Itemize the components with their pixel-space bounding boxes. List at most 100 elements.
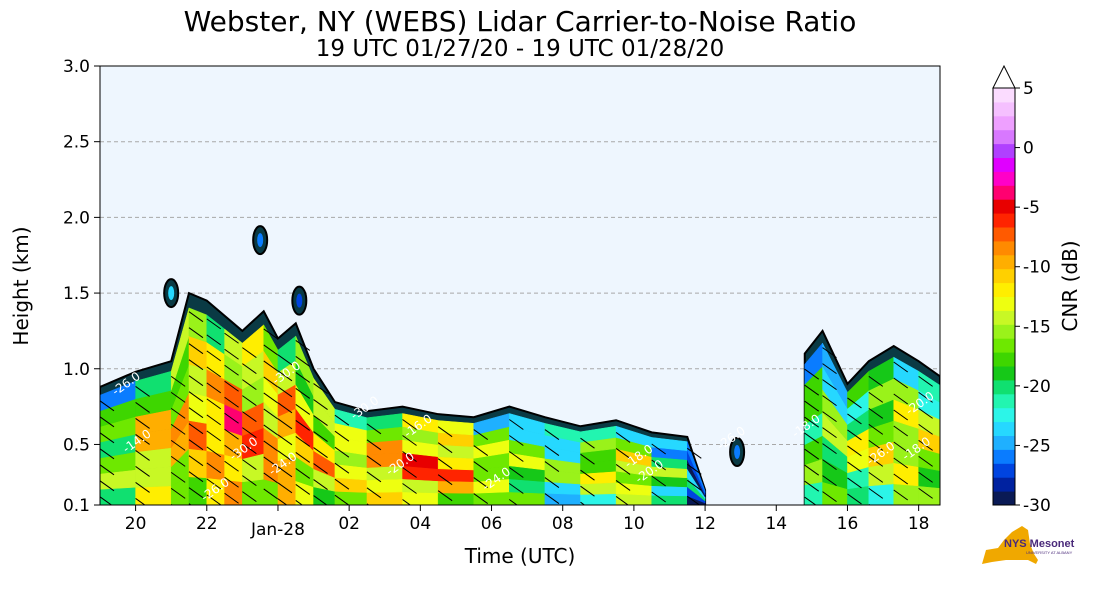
contour-line — [224, 332, 239, 344]
contour-line — [295, 436, 311, 447]
y-tick-label: 2.5 — [63, 133, 90, 153]
contour-line — [893, 409, 909, 421]
colorbar-tick-label: -20 — [1023, 377, 1051, 397]
colorbar-swatch — [993, 185, 1015, 200]
contour-line — [135, 434, 150, 445]
contour-line — [188, 487, 204, 499]
plume-main-cell — [687, 441, 706, 494]
colorbar-swatch — [993, 254, 1015, 270]
contour-line — [893, 473, 909, 485]
contour-line — [651, 491, 666, 503]
contour-line — [868, 407, 884, 419]
y-axis-label: Height (km) — [9, 226, 33, 345]
contour-line — [313, 399, 328, 410]
contour-line — [918, 487, 933, 499]
contour-line — [242, 347, 257, 359]
contour-line — [277, 482, 293, 494]
contour-line — [100, 464, 115, 476]
contour-line — [868, 423, 884, 435]
contour-line — [918, 407, 933, 419]
colorbar-swatch — [993, 449, 1015, 464]
plume-afternoon-cell — [918, 389, 940, 420]
plume-main-cell — [544, 493, 581, 505]
contour-line — [100, 448, 115, 460]
contour-line — [366, 487, 382, 499]
contour-line — [135, 402, 150, 413]
plume-main-cell — [366, 478, 403, 493]
contour-line — [509, 451, 524, 462]
contour-line — [366, 423, 382, 435]
colorbar-swatch — [993, 338, 1015, 353]
x-tick-label: Jan-28 — [250, 520, 305, 540]
colorbar-swatch — [993, 366, 1015, 381]
contour-line — [651, 459, 666, 471]
contour-line — [437, 458, 453, 470]
contour-line — [295, 468, 311, 479]
plume-main-cell — [366, 491, 403, 505]
colorbar-swatch — [993, 491, 1015, 506]
colorbar-swatch — [993, 199, 1015, 214]
contour-line — [868, 375, 884, 387]
contour-line — [277, 402, 293, 414]
contour-line — [242, 411, 257, 423]
contour-line — [847, 413, 862, 425]
contour-line — [135, 450, 150, 461]
colorbar-tick-label: -15 — [1023, 317, 1051, 337]
contour-line — [313, 495, 328, 505]
contour-line — [918, 423, 933, 435]
axes: 0.1 0.5 1.0 1.5 2.0 2.5 3.0 20 22 Jan-28 02 04 06 08 1… — [63, 57, 930, 540]
contour-line — [295, 388, 311, 399]
plume-afternoon-cell — [893, 483, 919, 505]
y-tick-label: 1.0 — [63, 360, 90, 380]
contour-line — [295, 500, 304, 505]
contour-line — [188, 343, 204, 355]
contour-line — [277, 418, 293, 430]
colorbar-swatch — [993, 310, 1015, 325]
contour-line — [188, 455, 204, 467]
contour-line — [100, 400, 115, 412]
colorbar-swatch — [993, 157, 1015, 172]
colorbar-swatch — [993, 407, 1015, 423]
contour-line — [822, 491, 837, 503]
contour-line — [580, 501, 586, 505]
contour-line — [206, 446, 222, 458]
contour-line — [615, 464, 631, 475]
contour-line — [893, 425, 909, 437]
contour-line — [224, 364, 239, 376]
x-tick-label: 02 — [338, 514, 360, 534]
contour-line — [366, 471, 382, 483]
logo-text: NYS Mesonet — [1004, 538, 1075, 550]
contour-line — [544, 445, 560, 456]
colorbar-swatch — [993, 171, 1015, 186]
contour-line — [170, 471, 186, 483]
colorbar-swatch — [993, 477, 1015, 492]
contour-line — [170, 423, 186, 435]
contour-line — [188, 407, 204, 419]
contour-line — [544, 429, 560, 440]
contour-line — [188, 439, 204, 451]
contour-line — [544, 493, 560, 504]
nys-mesonet-logo: NYS Mesonet UNIVERSITY AT ALBANY — [982, 526, 1075, 564]
contour-line — [224, 396, 239, 408]
contour-line — [100, 480, 115, 492]
contour-line — [170, 455, 186, 467]
contour-line — [893, 393, 909, 405]
colorbar-swatch — [993, 101, 1015, 117]
contour-line — [206, 398, 222, 410]
contour-line — [868, 391, 884, 403]
contour-line — [366, 439, 382, 451]
plume-afternoon-cell — [918, 370, 940, 403]
contour-line — [918, 439, 933, 451]
plume-main-cell — [473, 491, 510, 505]
contour-line — [822, 379, 837, 391]
contour-line — [295, 452, 311, 463]
contour-line — [263, 456, 279, 468]
x-tick-label: 12 — [694, 514, 716, 534]
contour-line — [170, 391, 186, 403]
contour-line — [847, 477, 862, 489]
contour-line — [188, 327, 204, 339]
contour-line — [847, 493, 862, 505]
contour-line — [206, 494, 222, 505]
contour-line — [263, 360, 279, 372]
